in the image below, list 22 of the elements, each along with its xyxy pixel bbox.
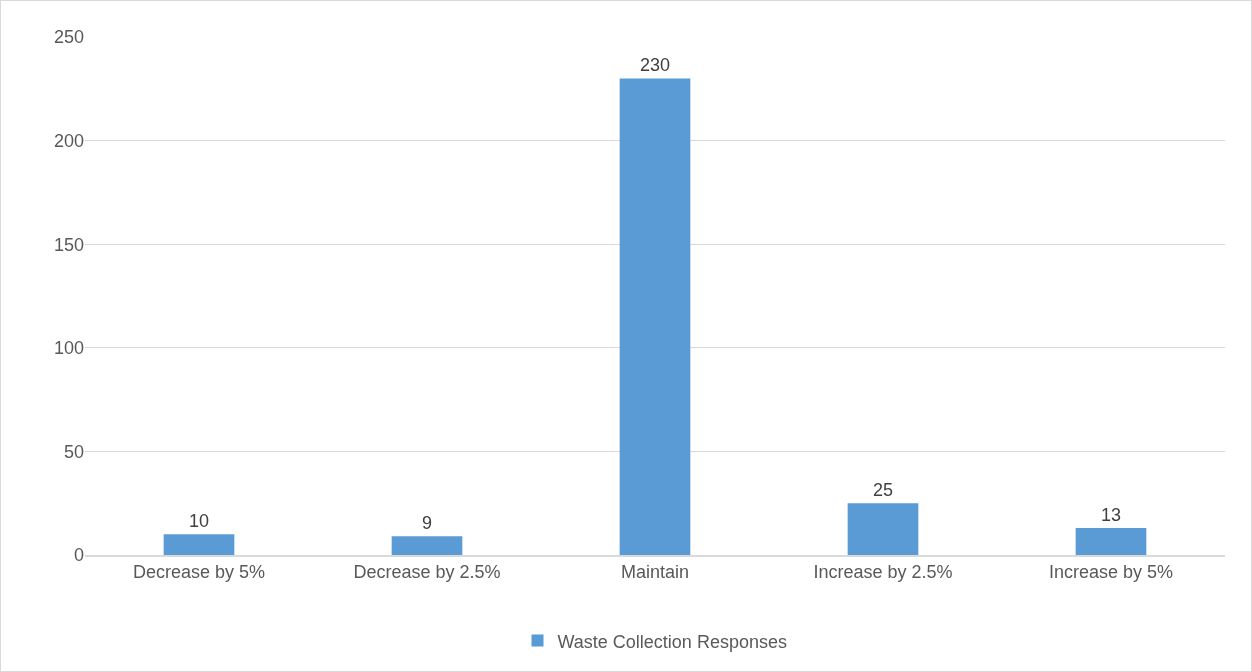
bar [1075,528,1147,555]
data-label: 10 [188,511,210,532]
data-label: 9 [421,513,433,534]
y-tick-label: 250 [53,27,84,48]
y-tick-label: 100 [53,338,84,359]
y-tick-label: 50 [63,441,84,462]
bar [163,534,235,555]
data-label: 25 [872,480,894,501]
bar [847,503,919,555]
bar [619,78,691,555]
y-tick-label: 0 [73,545,84,566]
data-label: 13 [1100,505,1122,526]
x-tick-label: Decrease by 2.5% [353,562,501,583]
data-label: 230 [639,55,671,76]
x-tick-label: Decrease by 5% [132,562,266,583]
x-tick-label: Increase by 5% [1048,562,1174,583]
y-tick-label: 150 [53,234,84,255]
bar [391,536,463,555]
x-tick-label: Increase by 2.5% [813,562,953,583]
x-tick-label: Maintain [620,562,690,583]
legend-label: Waste Collection Responses [557,631,787,652]
y-tick-label: 200 [53,130,84,151]
